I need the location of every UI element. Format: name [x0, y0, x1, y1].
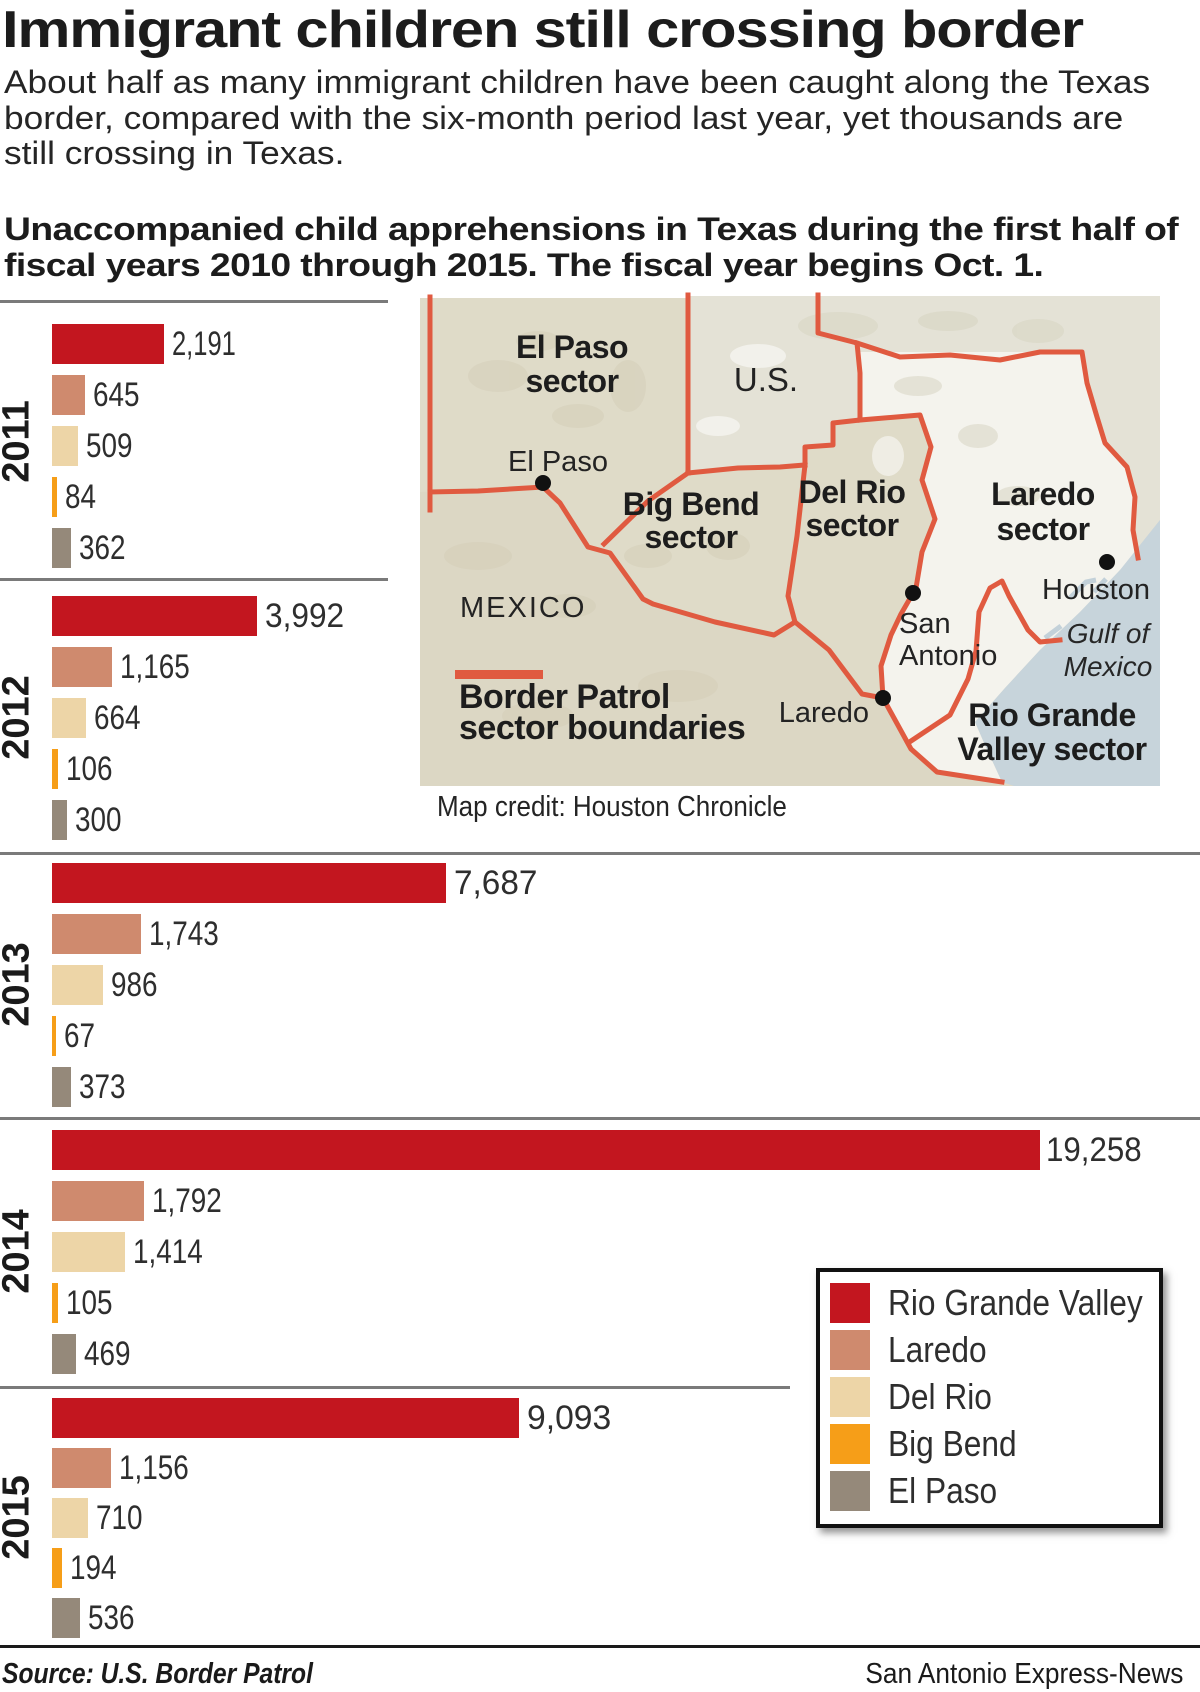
svg-text:Rio Grande: Rio Grande	[968, 697, 1135, 733]
svg-text:Valley sector: Valley sector	[957, 731, 1146, 767]
svg-text:MEXICO: MEXICO	[460, 592, 586, 624]
svg-text:Houston: Houston	[1042, 574, 1150, 606]
svg-text:sector: sector	[805, 507, 898, 543]
svg-text:sector: sector	[644, 519, 737, 555]
svg-text:Border Patrol: Border Patrol	[459, 678, 670, 716]
svg-text:Mexico: Mexico	[1064, 651, 1153, 682]
svg-text:sector: sector	[525, 363, 618, 399]
svg-text:Big Bend: Big Bend	[623, 486, 759, 522]
svg-text:El Paso: El Paso	[516, 329, 628, 365]
svg-text:U.S.: U.S.	[734, 361, 798, 398]
svg-text:Del Rio: Del Rio	[799, 474, 906, 510]
svg-text:San: San	[899, 608, 951, 640]
svg-text:Laredo: Laredo	[779, 697, 869, 729]
svg-text:Laredo: Laredo	[991, 476, 1095, 512]
svg-text:sector: sector	[996, 511, 1089, 547]
svg-text:Antonio: Antonio	[899, 640, 997, 672]
svg-text:El Paso: El Paso	[508, 446, 608, 478]
svg-text:sector boundaries: sector boundaries	[459, 709, 745, 747]
svg-text:Gulf of: Gulf of	[1067, 618, 1153, 649]
